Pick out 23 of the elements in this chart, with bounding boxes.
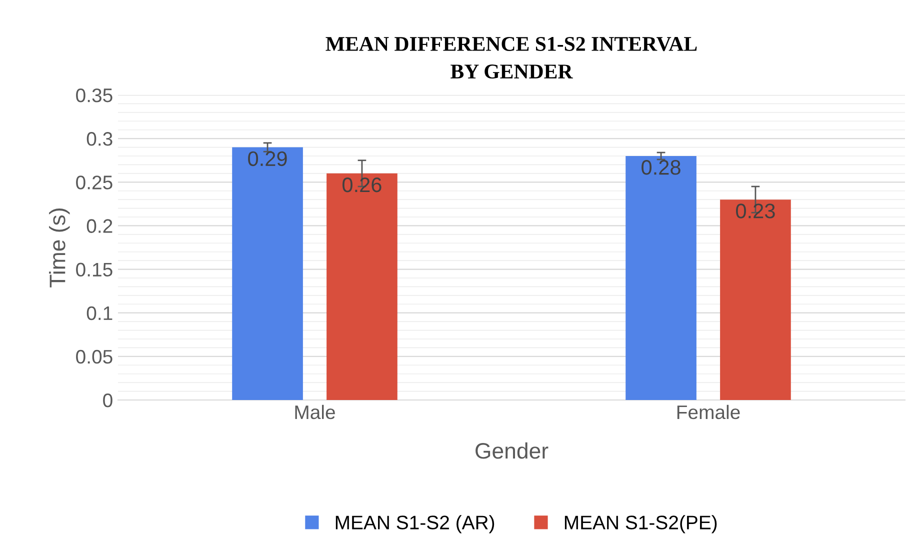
data-label: 0.28 — [642, 160, 680, 175]
x-tick-label: Female — [677, 404, 740, 420]
y-tick-label: 0.3 — [86, 132, 112, 146]
y-tick-label: 0.15 — [76, 262, 112, 277]
x-axis-title: Gender — [476, 442, 548, 459]
legend-label: MEAN S1-S2(PE) — [564, 515, 717, 534]
bar — [232, 147, 303, 400]
y-axis-title: Time (s) — [49, 208, 70, 288]
y-tick-label: 0 — [103, 393, 112, 408]
y-tick-label: 0.2 — [86, 219, 112, 233]
bar — [326, 173, 398, 400]
legend-label: MEAN S1-S2 (AR) — [336, 515, 494, 534]
data-label: 0.23 — [736, 204, 775, 218]
y-tick-label: 0.25 — [76, 176, 112, 190]
y-tick-label: 0.1 — [86, 306, 112, 320]
x-tick-label: Male — [295, 404, 335, 420]
data-label: 0.26 — [342, 177, 382, 192]
data-label: 0.29 — [248, 151, 287, 166]
chart-title: MEAN DIFFERENCE S1-S2 INTERVAL BY GENDER — [326, 36, 697, 79]
y-tick-label: 0.05 — [76, 350, 112, 364]
y-tick-label: 0.35 — [76, 88, 112, 102]
bar — [626, 156, 696, 400]
bar — [720, 200, 791, 400]
